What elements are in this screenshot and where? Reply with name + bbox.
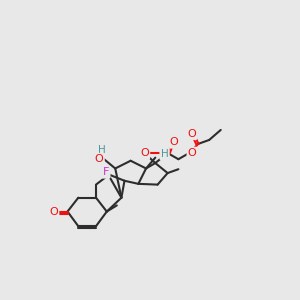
Text: O: O — [95, 154, 103, 164]
Text: H: H — [98, 145, 106, 155]
Text: O: O — [140, 148, 149, 158]
Text: O: O — [187, 129, 196, 139]
Text: F: F — [103, 167, 109, 177]
Text: H: H — [161, 149, 168, 159]
Text: O: O — [188, 148, 197, 158]
Text: O: O — [169, 137, 178, 147]
Text: O: O — [49, 207, 58, 217]
